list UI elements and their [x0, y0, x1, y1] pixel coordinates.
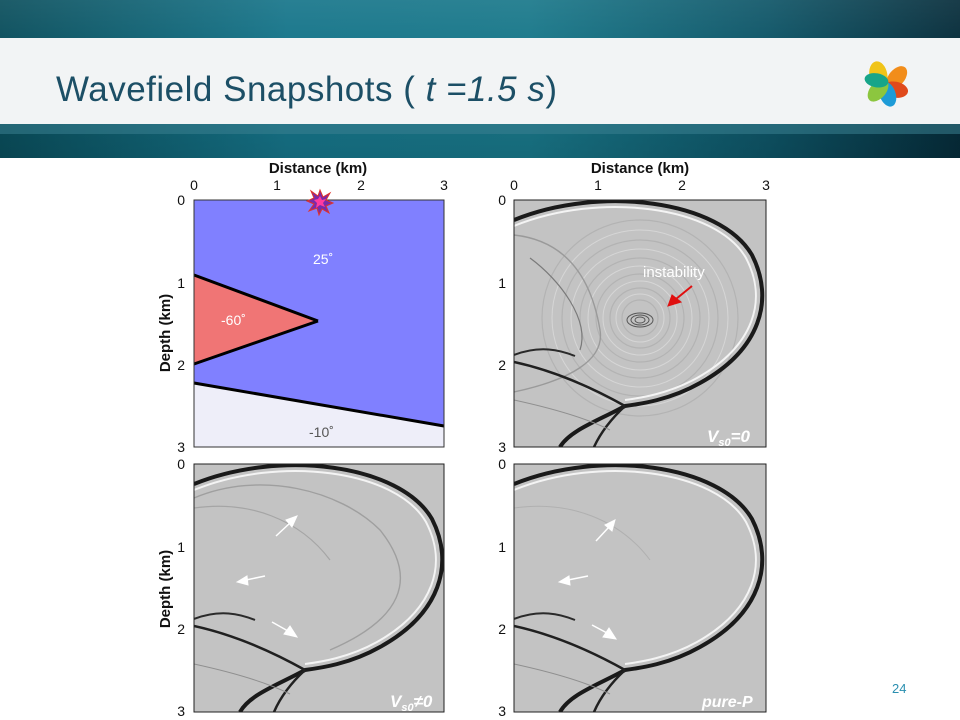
- artifact-arrows-left: [235, 515, 299, 638]
- distance-axis-title: Distance (km): [269, 160, 367, 177]
- y-ticks-top-left: 0 1 2 3: [177, 192, 185, 455]
- top-layer-dip-label: 25˚: [313, 251, 333, 267]
- top-layer: [194, 200, 444, 426]
- y-tick-label: 0: [177, 456, 185, 472]
- depth-axis-title: Depth (km): [157, 294, 174, 372]
- title-time: t =1.5 s: [425, 70, 546, 109]
- snapshot-panel-vs0-nonzero: [194, 464, 444, 712]
- title-divider: [0, 124, 960, 134]
- institution-logo: [864, 61, 909, 107]
- panel-label-vs0-zero: Vs0=0: [707, 427, 751, 449]
- x-ticks-right: 0 1 2 3: [510, 177, 770, 193]
- y-tick-label: 3: [177, 703, 185, 719]
- y-ticks-bottom-left: 0 1 2 3: [177, 456, 185, 719]
- panel-frame: [513, 199, 767, 448]
- y-tick-label: 2: [177, 621, 185, 637]
- y-tick-label: 0: [498, 456, 506, 472]
- x-tick-label: 1: [273, 177, 281, 193]
- y-tick-label: 1: [177, 275, 185, 291]
- x-tick-label: 2: [678, 177, 686, 193]
- x-tick-label: 1: [594, 177, 602, 193]
- panel-label-vs0-nonzero: Vs0≠0: [390, 692, 433, 714]
- x-tick-label: 0: [510, 177, 518, 193]
- distance-axis-title: Distance (km): [591, 160, 689, 177]
- y-tick-label: 1: [498, 539, 506, 555]
- x-tick-label: 3: [762, 177, 770, 193]
- bottom-layer-dip-label: -10˚: [309, 424, 334, 440]
- interfaces: [193, 273, 445, 428]
- title-band: [0, 38, 960, 124]
- y-tick-label: 3: [498, 439, 506, 455]
- snapshot-panel-pure-p: [514, 464, 766, 712]
- y-ticks-bottom-right: 0 1 2 3: [498, 456, 506, 719]
- y-tick-label: 0: [498, 192, 506, 208]
- x-ticks-left: 0 1 2 3: [190, 177, 448, 193]
- y-tick-label: 0: [177, 192, 185, 208]
- depth-axis-title: Depth (km): [157, 550, 174, 628]
- dipping-wedge: [194, 275, 318, 364]
- model-panel: 25˚ -60˚ -10˚: [193, 188, 445, 448]
- x-tick-label: 2: [357, 177, 365, 193]
- panel-frame: [513, 463, 767, 713]
- instability-label: instability: [643, 264, 705, 281]
- y-tick-label: 1: [498, 275, 506, 291]
- wedge-dip-label: -60˚: [221, 312, 246, 328]
- y-tick-label: 1: [177, 539, 185, 555]
- y-ticks-top-right: 0 1 2 3: [498, 192, 506, 455]
- artifact-arrows-right: [557, 519, 618, 640]
- slide-title: Wavefield Snapshots ( t =1.5 s): [56, 70, 558, 109]
- x-tick-label: 3: [440, 177, 448, 193]
- instability-arrow: [667, 285, 693, 307]
- panel-frame: [193, 463, 445, 713]
- logo-petal: [864, 73, 889, 88]
- source-star-icon: [305, 188, 335, 217]
- page-number: 24: [892, 681, 907, 696]
- x-tick-label: 0: [190, 177, 198, 193]
- y-tick-label: 3: [177, 439, 185, 455]
- y-tick-label: 2: [177, 357, 185, 373]
- y-tick-label: 2: [498, 357, 506, 373]
- panel-label-pure-p: pure-P: [701, 694, 753, 711]
- y-tick-label: 3: [498, 703, 506, 719]
- y-tick-label: 2: [498, 621, 506, 637]
- snapshot-panel-vs0-zero: [514, 200, 766, 447]
